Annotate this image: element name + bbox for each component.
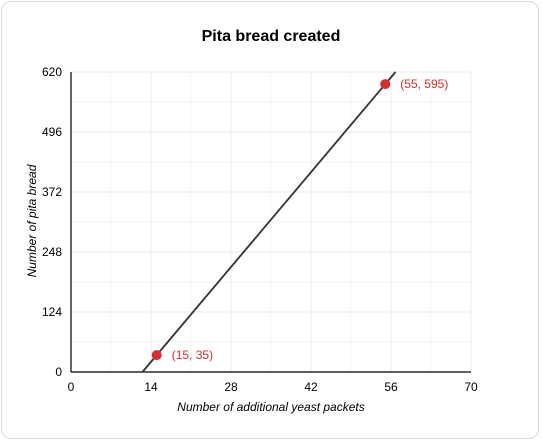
series-line [141,71,397,373]
x-tick-label: 70 [464,380,478,394]
y-tick-label: 496 [42,125,62,139]
y-axis-title: Number of pita bread [25,164,39,277]
data-point [151,350,162,361]
y-tick-label: 248 [42,245,62,259]
y-tick-label: 0 [55,365,62,379]
data-point [380,79,391,90]
x-tick-label: 0 [68,380,75,394]
data-point-label: (15, 35) [172,348,213,362]
series: (15, 35) (55, 595) [141,71,448,373]
data-point-label: (55, 595) [400,77,448,91]
chart-title: Pita bread created [202,28,341,45]
major-gridlines [71,71,472,372]
x-tick-label: 14 [144,380,158,394]
x-axis-title: Number of additional yeast packets [177,400,364,414]
y-tick-label: 620 [42,65,62,79]
x-tick-label: 42 [304,380,318,394]
minor-gridlines [71,72,471,372]
axes [70,72,471,373]
y-tick-label: 372 [42,185,62,199]
y-tick-label: 124 [42,305,62,319]
tick-labels: 0 14 28 42 56 70 0 124 248 372 496 620 [42,65,478,394]
x-tick-label: 28 [224,380,238,394]
x-tick-label: 56 [384,380,398,394]
